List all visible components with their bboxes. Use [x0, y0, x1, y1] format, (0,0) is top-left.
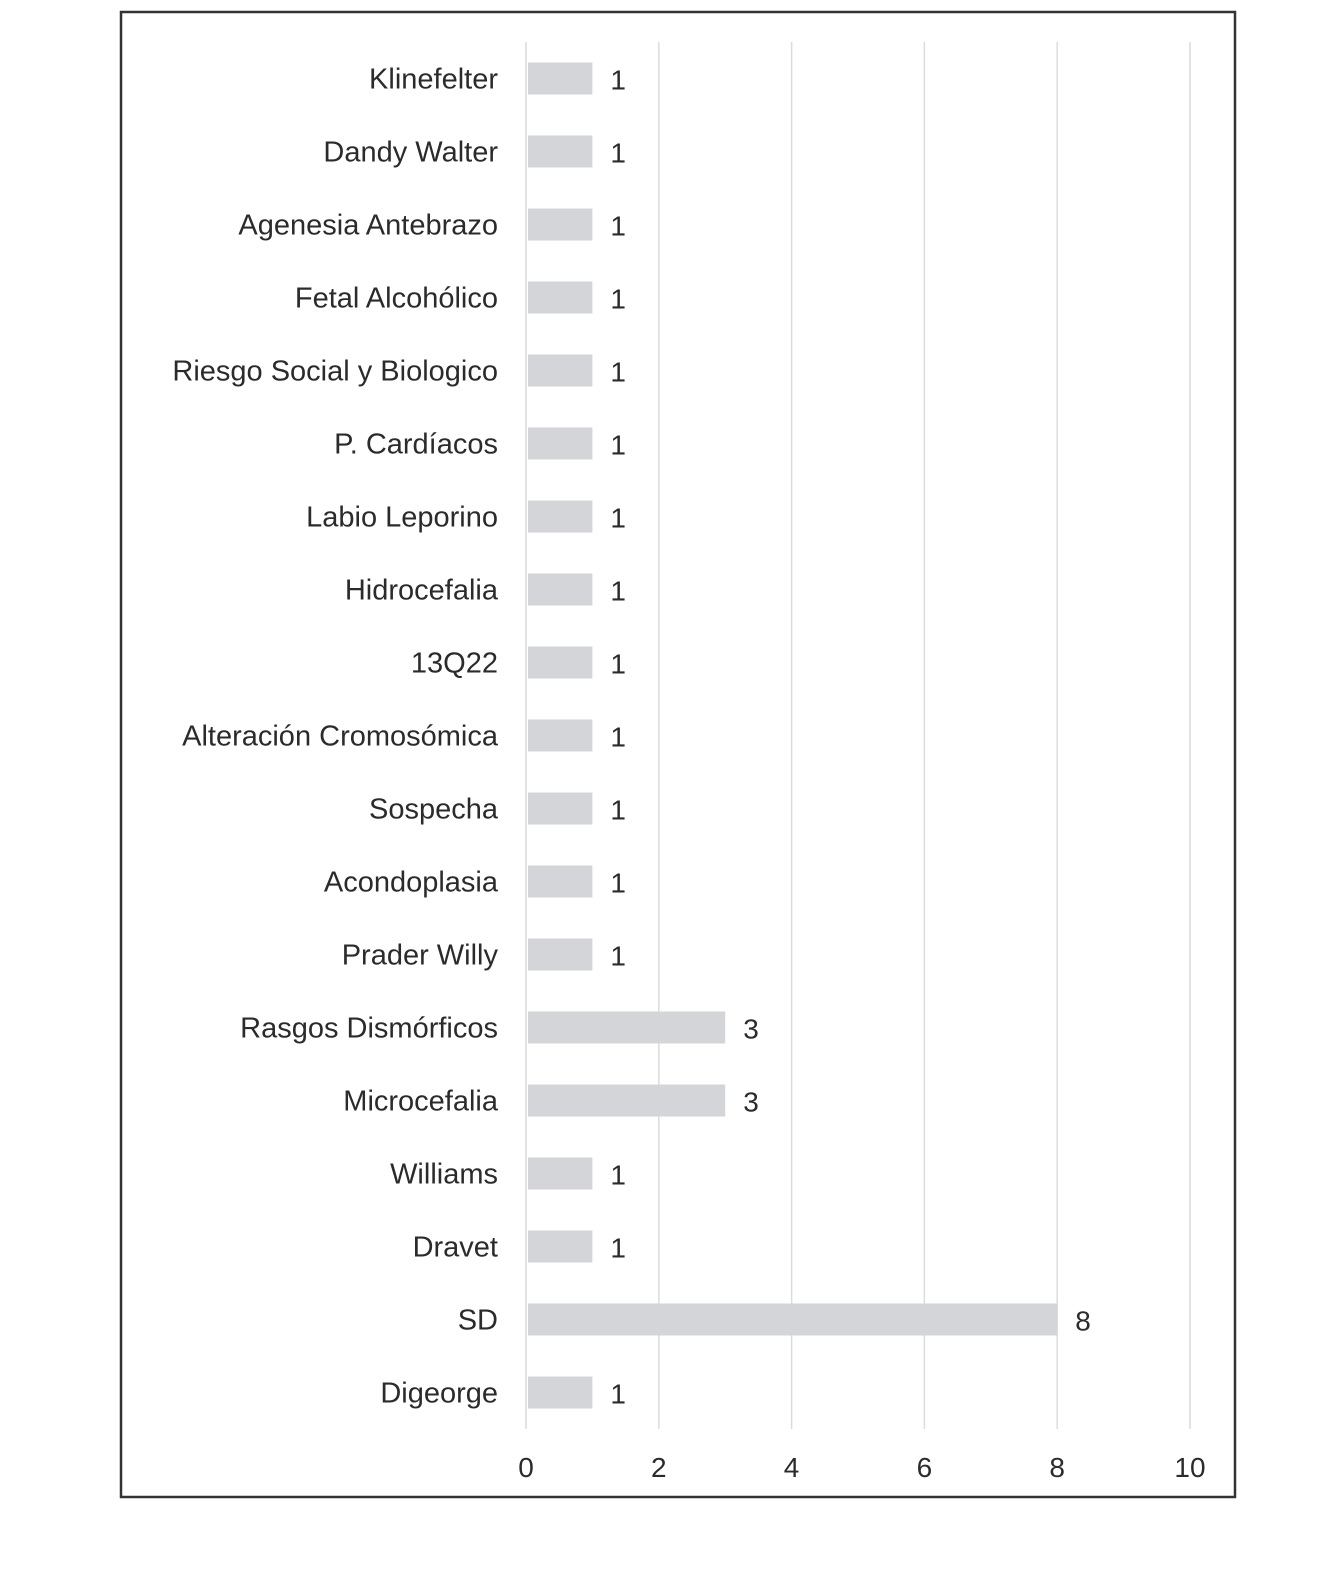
- value-label-11: 1: [610, 868, 626, 899]
- category-label-1: Dandy Walter: [323, 137, 498, 169]
- bar-2: [528, 208, 593, 241]
- category-label-8: 13Q22: [411, 648, 498, 680]
- value-label-17: 8: [1075, 1306, 1091, 1337]
- category-label-0: Klinefelter: [369, 64, 498, 96]
- x-tick-label-2: 2: [651, 1452, 667, 1483]
- value-label-16: 1: [610, 1233, 626, 1264]
- category-label-4: Riesgo Social y Biologico: [172, 356, 498, 388]
- category-label-15: Williams: [390, 1159, 498, 1191]
- bar-16: [528, 1230, 593, 1263]
- value-label-14: 3: [743, 1087, 759, 1118]
- value-label-6: 1: [610, 503, 626, 534]
- category-label-9: Alteración Cromosómica: [182, 721, 499, 753]
- value-label-5: 1: [610, 430, 626, 461]
- bar-1: [528, 135, 593, 168]
- category-label-16: Dravet: [413, 1232, 498, 1264]
- category-label-5: P. Cardíacos: [334, 429, 498, 461]
- bar-8: [528, 646, 593, 679]
- bars: [528, 62, 1058, 1409]
- value-label-4: 1: [610, 357, 626, 388]
- chart-border: [119, 10, 1237, 1499]
- bar-11: [528, 865, 593, 898]
- category-label-3: Fetal Alcohólico: [295, 283, 498, 315]
- category-label-13: Rasgos Dismórficos: [240, 1013, 498, 1045]
- value-label-15: 1: [610, 1160, 626, 1191]
- x-tick-label-8: 8: [1049, 1452, 1065, 1483]
- value-label-18: 1: [610, 1379, 626, 1410]
- category-label-7: Hidrocefalia: [345, 575, 499, 607]
- category-label-2: Agenesia Antebrazo: [238, 210, 498, 242]
- value-label-0: 1: [610, 65, 626, 96]
- category-label-17: SD: [458, 1305, 498, 1337]
- category-label-6: Labio Leporino: [306, 502, 498, 534]
- bar-7: [528, 573, 593, 606]
- value-label-12: 1: [610, 941, 626, 972]
- bar-12: [528, 938, 593, 971]
- value-label-10: 1: [610, 795, 626, 826]
- value-label-7: 1: [610, 576, 626, 607]
- bar-15: [528, 1157, 593, 1190]
- value-label-13: 3: [743, 1014, 759, 1045]
- bar-13: [528, 1011, 726, 1044]
- x-tick-label-6: 6: [917, 1452, 933, 1483]
- category-label-11: Acondoplasia: [324, 867, 499, 899]
- bar-3: [528, 281, 593, 314]
- category-labels: Klinefelter Dandy Walter Agenesia Antebraz…: [172, 64, 498, 1410]
- bar-17: [528, 1303, 1058, 1336]
- value-labels: 1 1 1 1 1 1 1 1 1 1 1 1 1 3 3 1 1 8 1: [610, 65, 1090, 1410]
- gridlines: [525, 42, 1191, 1429]
- bar-4: [528, 354, 593, 387]
- value-label-3: 1: [610, 284, 626, 315]
- x-axis-tick-labels: 0 2 4 6 8 10: [518, 1452, 1205, 1483]
- x-tick-label-10: 10: [1174, 1452, 1205, 1483]
- bar-18: [528, 1376, 593, 1409]
- value-label-2: 1: [610, 211, 626, 242]
- bar-5: [528, 427, 593, 460]
- category-label-10: Sospecha: [369, 794, 499, 826]
- value-label-8: 1: [610, 649, 626, 680]
- x-tick-label-0: 0: [518, 1452, 534, 1483]
- category-label-18: Digeorge: [380, 1378, 498, 1410]
- bar-0: [528, 62, 593, 95]
- category-label-12: Prader Willy: [342, 940, 499, 972]
- bar-6: [528, 500, 593, 533]
- value-label-1: 1: [610, 138, 626, 169]
- value-label-9: 1: [610, 722, 626, 753]
- bar-14: [528, 1084, 726, 1117]
- category-label-14: Microcefalia: [343, 1086, 499, 1118]
- bar-10: [528, 792, 593, 825]
- x-tick-label-4: 4: [784, 1452, 800, 1483]
- bar-9: [528, 719, 593, 752]
